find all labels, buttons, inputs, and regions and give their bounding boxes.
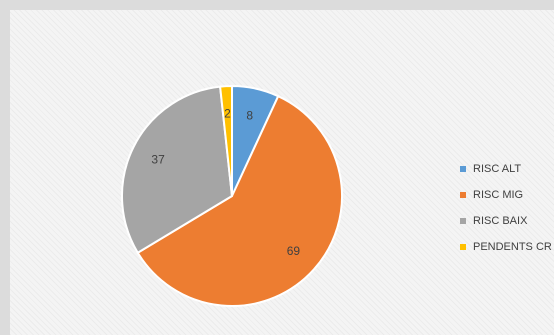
- legend-label-risc-baix: RISC BAIX: [473, 215, 528, 227]
- data-label-risc-alt: 8: [246, 108, 253, 122]
- legend-item-pendents-cr: PENDENTS CR: [460, 234, 552, 260]
- legend-swatch-risc-baix: [460, 218, 466, 224]
- pie-slice-risc-baix: [121, 85, 234, 255]
- pie-slice-risc-mig: [136, 94, 343, 307]
- data-label-risc-baix: 37: [151, 152, 165, 166]
- legend-label-pendents-cr: PENDENTS CR: [473, 241, 552, 253]
- legend-item-risc-alt: RISC ALT: [460, 156, 552, 182]
- legend: RISC ALT RISC MIG RISC BAIX PENDENTS CR: [460, 156, 552, 260]
- legend-item-risc-mig: RISC MIG: [460, 182, 552, 208]
- legend-item-risc-baix: RISC BAIX: [460, 208, 552, 234]
- legend-swatch-risc-alt: [460, 166, 466, 172]
- pie-chart: 8 69 37 2: [121, 84, 343, 307]
- data-label-pendents-cr: 2: [224, 107, 231, 121]
- legend-label-risc-alt: RISC ALT: [473, 163, 522, 175]
- pie-slice-pendents-cr: [219, 84, 233, 197]
- legend-swatch-pendents-cr: [460, 244, 466, 250]
- chart-area: 8 69 37 2 RISC ALT RISC MIG RISC BAIX PENDENTS…: [10, 10, 554, 335]
- data-label-risc-mig: 69: [287, 244, 301, 258]
- legend-swatch-risc-mig: [460, 192, 466, 198]
- legend-label-risc-mig: RISC MIG: [473, 189, 524, 201]
